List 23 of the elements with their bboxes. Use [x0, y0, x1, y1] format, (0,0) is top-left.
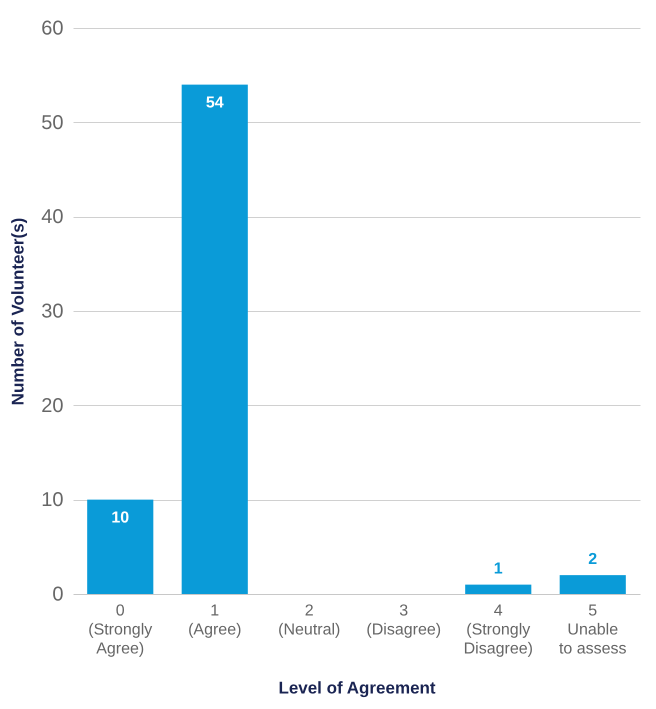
x-tick-label: 3 (Disagree): [366, 602, 442, 638]
bar: [465, 584, 532, 594]
x-tick-label: 4 (Strongly Disagree): [464, 602, 533, 658]
y-tick-label: 60: [41, 18, 64, 40]
y-tick-label: 10: [41, 489, 64, 512]
bar: [182, 84, 248, 594]
y-tick-label: 20: [41, 394, 64, 417]
y-axis-title: Number of Volunteer(s): [8, 218, 28, 406]
bar: [87, 500, 154, 594]
x-axis-title: Level of Agreement: [278, 678, 436, 698]
data-label: 2: [588, 551, 598, 568]
x-tick-label: 5 Unable to assess: [558, 602, 627, 658]
data-label: 10: [111, 510, 130, 527]
x-tick-label: 0 (Strongly Agree): [88, 602, 152, 658]
bar: [560, 575, 626, 594]
data-label: 54: [206, 94, 224, 112]
y-tick-label: 50: [41, 112, 64, 134]
y-tick-label: 0: [52, 584, 64, 606]
y-tick-label: 30: [41, 300, 64, 322]
x-tick-label: 1 (Agree): [188, 602, 242, 638]
data-label: 1: [494, 560, 503, 578]
x-tick-label: 2 (Neutral): [278, 602, 340, 638]
y-tick-label: 40: [41, 206, 64, 228]
